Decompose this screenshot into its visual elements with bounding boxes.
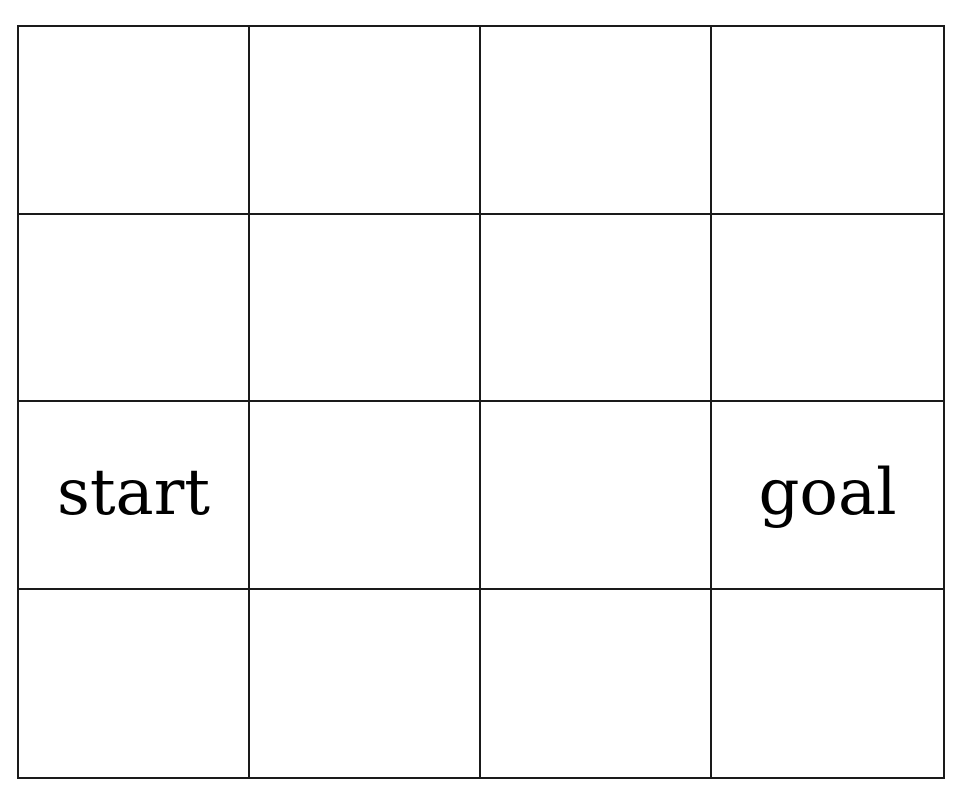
grid-cell-r0-c0 [19, 27, 250, 215]
grid-cell-r0-c2 [481, 27, 712, 215]
grid-cell-r3-c0 [19, 589, 250, 777]
start-label: start [56, 455, 211, 530]
grid-cell-r0-c1 [250, 27, 481, 215]
grid-cell-r2-c1 [250, 402, 481, 590]
grid-cell-r1-c0 [19, 214, 250, 402]
grid-cell-r1-c3 [712, 214, 943, 402]
grid-cell-r0-c3 [712, 27, 943, 215]
grid-cell-r1-c2 [481, 214, 712, 402]
start-cell: start [19, 402, 250, 590]
grid-cell-r3-c2 [481, 589, 712, 777]
grid-world: start goal [17, 25, 945, 779]
goal-label: goal [758, 455, 897, 530]
goal-cell: goal [712, 402, 943, 590]
grid-cell-r3-c3 [712, 589, 943, 777]
grid-cell-r2-c2 [481, 402, 712, 590]
grid-cell-r1-c1 [250, 214, 481, 402]
grid-cell-r3-c1 [250, 589, 481, 777]
